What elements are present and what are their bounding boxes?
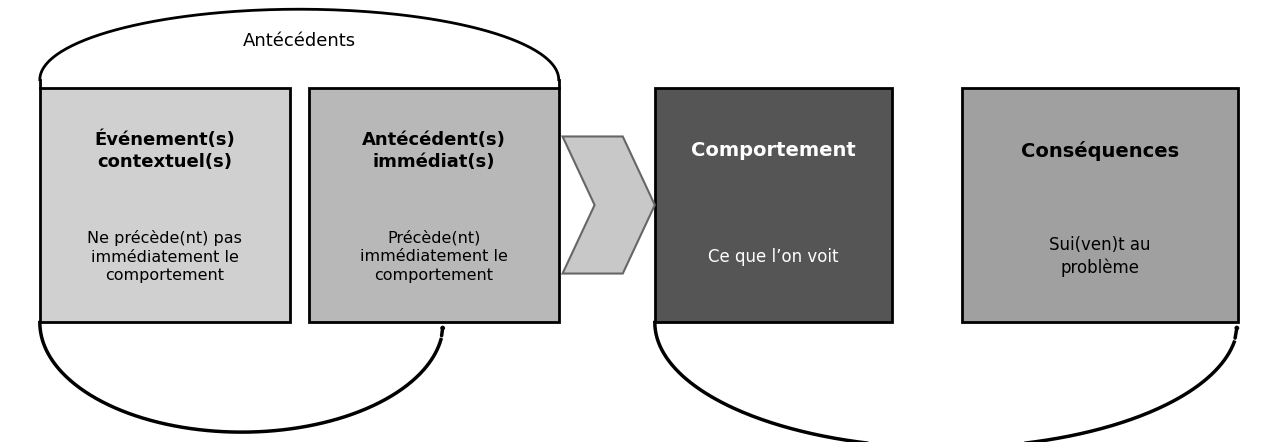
Text: Antécédents: Antécédents — [243, 31, 356, 50]
Text: Précède(nt)
immédiatement le
comportement: Précède(nt) immédiatement le comportemen… — [360, 230, 507, 283]
FancyBboxPatch shape — [309, 88, 559, 323]
Text: Conséquences: Conséquences — [1021, 141, 1179, 161]
Polygon shape — [562, 137, 655, 274]
Text: Événement(s)
contextuel(s): Événement(s) contextuel(s) — [94, 131, 235, 171]
Text: Ne précède(nt) pas
immédiatement le
comportement: Ne précède(nt) pas immédiatement le comp… — [87, 230, 243, 283]
Text: Comportement: Comportement — [691, 141, 855, 160]
FancyBboxPatch shape — [655, 88, 892, 323]
Text: Antécédent(s)
immédiat(s): Antécédent(s) immédiat(s) — [362, 131, 506, 171]
Text: Ce que l’on voit: Ce que l’on voit — [707, 248, 838, 266]
FancyBboxPatch shape — [962, 88, 1238, 323]
Text: Sui(ven)t au
problème: Sui(ven)t au problème — [1049, 236, 1150, 277]
FancyBboxPatch shape — [40, 88, 290, 323]
